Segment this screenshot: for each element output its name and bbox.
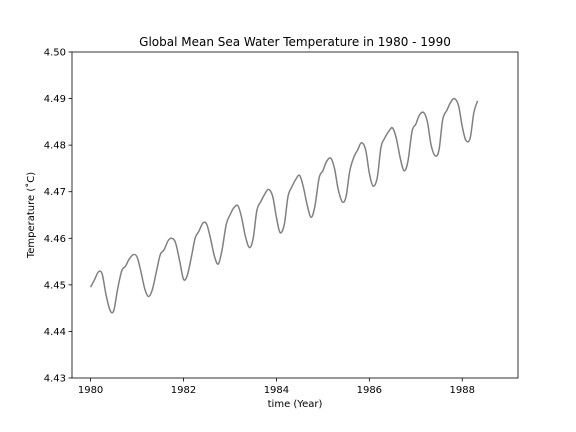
y-tick-label: 4.45: [44, 280, 66, 291]
plot-frame: [71, 51, 519, 379]
series-group: [89, 97, 479, 314]
x-tick-label: 1988: [450, 385, 475, 396]
y-tick-label: 4.47: [44, 187, 66, 198]
y-axis-label: Temperature (˚C): [25, 172, 37, 259]
x-tick-label: 1984: [264, 385, 289, 396]
chart-title: Global Mean Sea Water Temperature in 198…: [139, 35, 451, 49]
plot-area: [71, 51, 519, 379]
y-tick-label: 4.43: [44, 374, 66, 385]
x-axis-label: time (Year): [268, 399, 323, 410]
series-line-0: [89, 97, 479, 314]
x-axis: 1980 1982 1984 1986 1988: [78, 378, 475, 396]
y-tick-label: 4.46: [44, 234, 66, 245]
x-tick-label: 1980: [78, 385, 103, 396]
y-tick-label: 4.44: [44, 327, 66, 338]
x-tick-label: 1982: [171, 385, 196, 396]
y-tick-label: 4.48: [44, 141, 66, 152]
y-tick-label: 4.50: [44, 48, 66, 59]
y-axis: 4.43 4.44 4.45 4.46 4.47 4.48 4.49 4.50: [44, 48, 72, 385]
x-tick-label: 1986: [357, 385, 382, 396]
y-tick-label: 4.49: [44, 94, 66, 105]
